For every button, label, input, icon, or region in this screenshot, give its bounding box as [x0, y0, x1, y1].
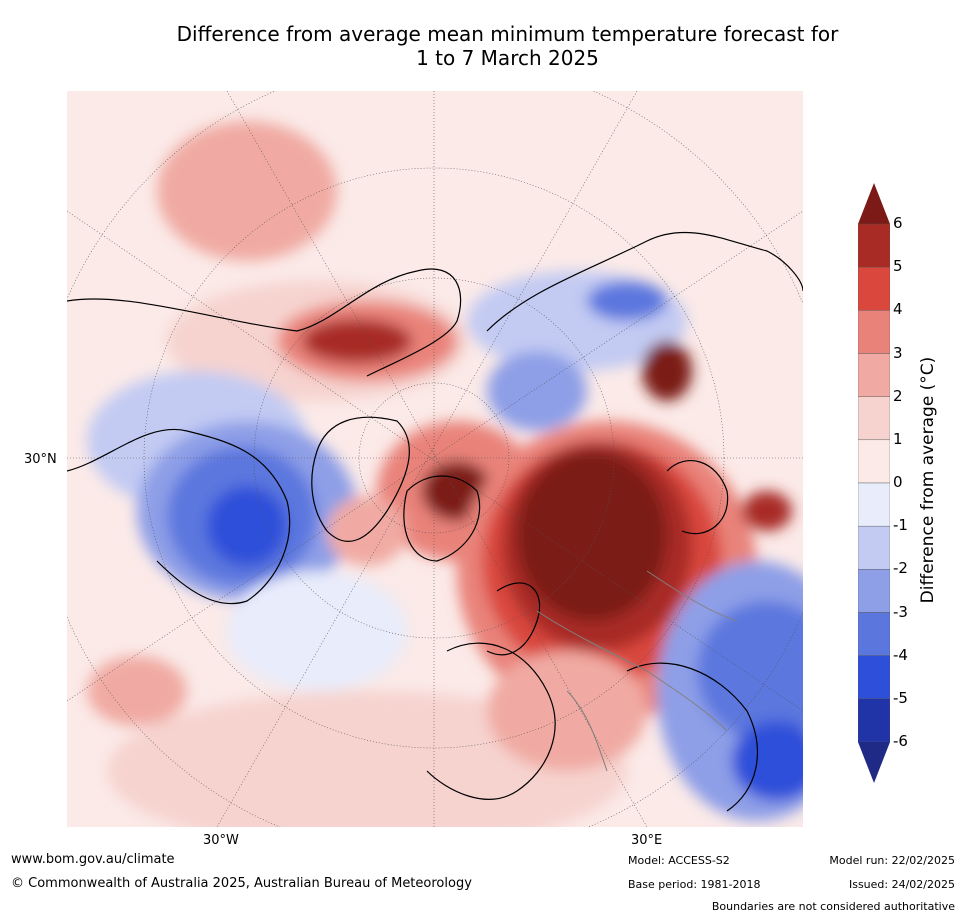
footer-disclaimer: Boundaries are not considered authoritat…	[711, 900, 955, 913]
colorbar-tick-label: 3	[893, 343, 903, 362]
footer-copyright: © Commonwealth of Australia 2025, Austra…	[11, 876, 472, 891]
country-boundaries	[536, 570, 738, 772]
footer-model-run: Model run: 22/02/2025	[829, 854, 955, 867]
colorbar-bin	[858, 612, 890, 656]
colorbar-bin	[858, 439, 890, 484]
colorbar-bin	[858, 396, 890, 441]
colorbar-title: Difference from average (°C)	[918, 356, 938, 604]
colorbar-bin	[858, 482, 890, 527]
colorbar-tick-label: -5	[893, 688, 908, 707]
colorbar-tick-label: 2	[893, 386, 903, 405]
footer-url: www.bom.gov.au/climate	[11, 852, 175, 867]
coastlines	[67, 231, 803, 812]
colorbar-bin	[858, 569, 890, 613]
title-line-1: Difference from average mean minimum tem…	[176, 22, 839, 46]
colorbar-tick-label: 1	[893, 429, 903, 448]
colorbar-tick-label: -3	[893, 602, 908, 621]
colorbar-tick-label: -4	[893, 645, 908, 664]
footer-base-period: Base period: 1981-2018	[628, 878, 761, 891]
colorbar-bin	[858, 525, 890, 570]
title-line-2: 1 to 7 March 2025	[416, 46, 599, 70]
graticule	[67, 91, 803, 827]
colorbar-extend-max	[858, 183, 890, 224]
colorbar-tick-label: -1	[893, 516, 908, 535]
colorbar-tick-label: 0	[893, 473, 903, 491]
colorbar-tick-label: 4	[893, 300, 903, 319]
colorbar	[858, 183, 890, 783]
anomaly-field	[87, 121, 803, 827]
colorbar-tick-label: 6	[893, 214, 903, 232]
colorbar-tick-label: 5	[893, 257, 903, 276]
colorbar-bin	[858, 353, 890, 397]
lon-label-30w: 30°W	[203, 833, 239, 848]
footer-issued: Issued: 24/02/2025	[848, 878, 955, 891]
colorbar-bin	[858, 698, 890, 743]
colorbar-extend-min	[858, 742, 890, 783]
lat-label-30n: 30°N	[24, 452, 57, 467]
map-svg	[67, 91, 803, 827]
forecast-map[interactable]	[67, 91, 803, 827]
colorbar-bins	[858, 183, 890, 783]
lon-label-30e: 30°E	[631, 833, 663, 848]
footer-model: Model: ACCESS-S2	[628, 854, 730, 867]
colorbar-bin	[858, 655, 890, 700]
colorbar-tick-label: -2	[893, 559, 908, 578]
colorbar-bin	[858, 310, 890, 354]
colorbar-tick-label: -6	[893, 732, 908, 750]
colorbar-bin	[858, 266, 890, 311]
colorbar-bin	[858, 223, 890, 268]
chart-title: Difference from average mean minimum tem…	[60, 22, 955, 70]
